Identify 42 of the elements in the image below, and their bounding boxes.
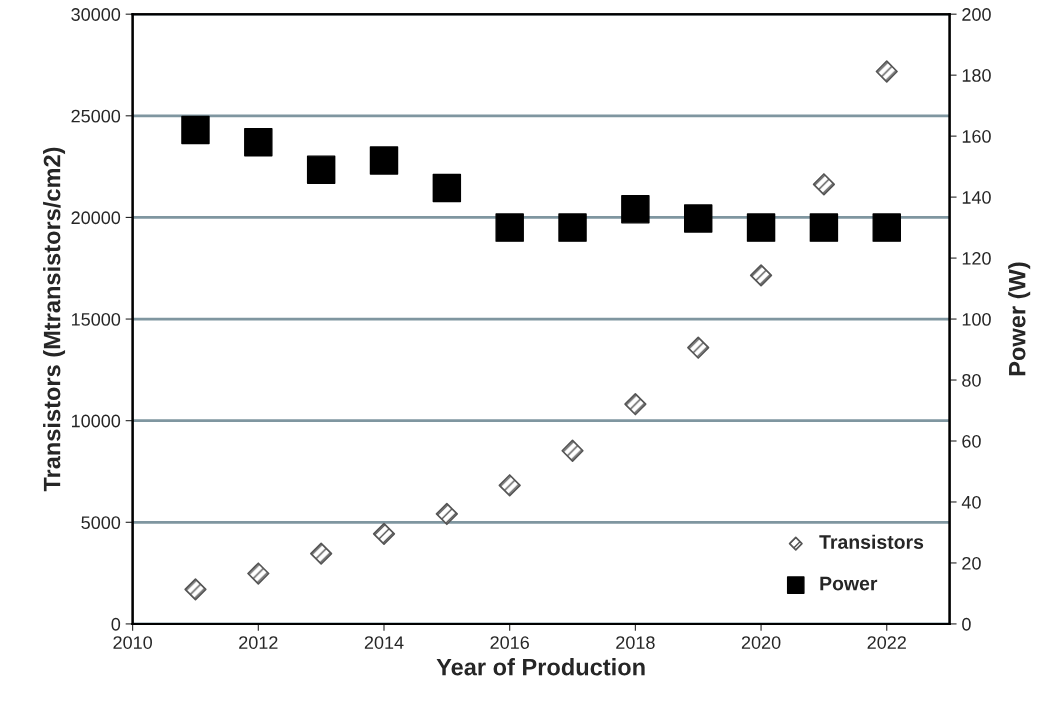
y2-tick-label: 0 (962, 617, 971, 631)
y-tick-label: 10000 (71, 414, 121, 428)
y2-tick-label: 80 (962, 373, 981, 387)
y-tick-label: 30000 (71, 8, 121, 21)
y2-tick-label: 160 (962, 130, 991, 143)
point (432, 173, 462, 203)
x-tick-label: 2018 (616, 636, 655, 649)
x-tick-label: 2010 (113, 636, 152, 649)
point (872, 213, 901, 242)
y-axis-title: Transistors (Mtransistors/cm2) (43, 147, 66, 492)
legend-label: Power (820, 576, 878, 591)
x-tick-label: 2012 (239, 636, 278, 649)
point (621, 195, 650, 224)
point (495, 213, 524, 242)
y2-tick-label: 200 (962, 8, 991, 21)
y2-tick-label: 40 (961, 495, 981, 509)
x-axis-title: Year of Production (436, 658, 645, 676)
y2-tick-label: 100 (962, 312, 991, 326)
y2-tick-label: 20 (962, 556, 981, 570)
point (683, 204, 713, 233)
y-tick-label: 5000 (81, 516, 121, 530)
x-tick-label: 2016 (490, 636, 529, 649)
x-tick-label: 2022 (867, 636, 906, 649)
legend-label: Transistors (819, 534, 924, 549)
point (809, 213, 839, 242)
x-tick-label: 2020 (741, 636, 781, 649)
point (558, 213, 587, 242)
y2-axis-title: Power (W) (1008, 262, 1031, 376)
point (306, 155, 336, 184)
y-tick-label: 0 (111, 617, 121, 631)
y2-tick-label: 140 (962, 191, 991, 204)
y-tick-label: 25000 (71, 109, 121, 123)
y2-tick-label: 60 (962, 434, 981, 448)
x-tick-label: 2014 (364, 636, 404, 649)
point (746, 213, 776, 242)
point (369, 146, 399, 175)
point (181, 115, 210, 145)
y2-tick-label: 120 (962, 252, 991, 265)
y-tick-label: 15000 (71, 312, 121, 326)
point (244, 127, 273, 157)
y2-tick-label: 180 (962, 69, 991, 82)
y-tick-label: 20000 (71, 211, 121, 225)
